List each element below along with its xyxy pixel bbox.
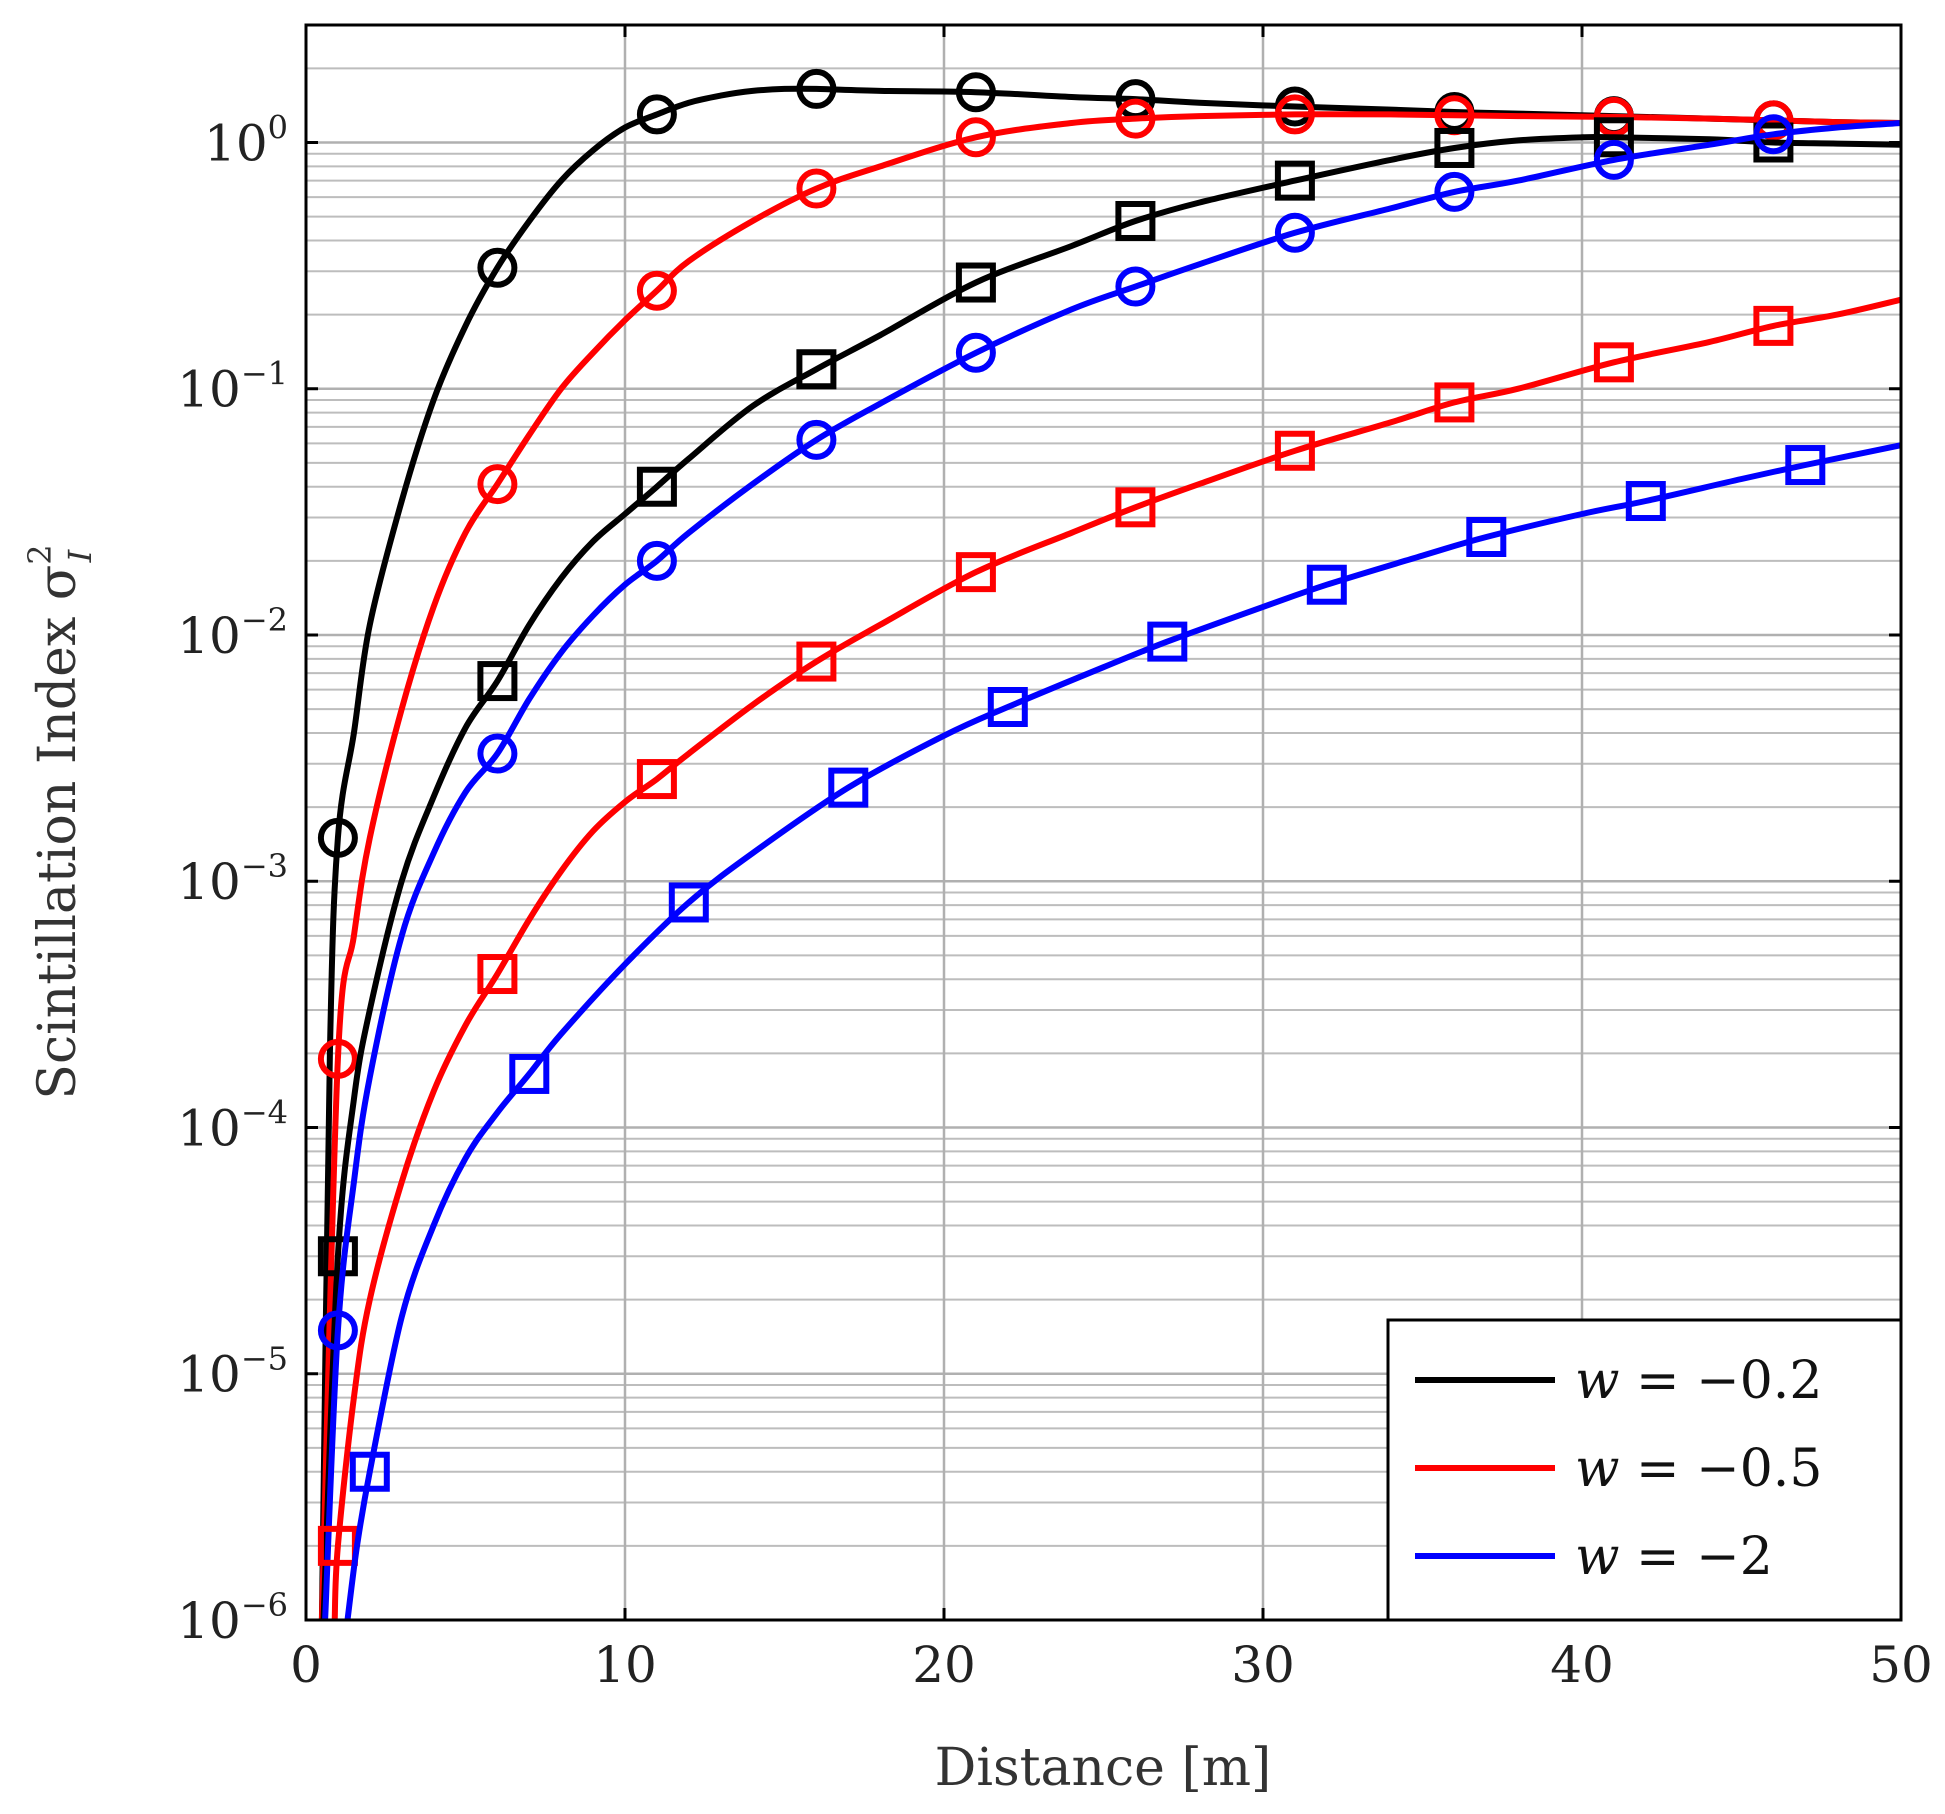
x-tick-label: 10: [593, 1636, 657, 1694]
y-axis-ticks: 100 10−1 10−2 10−3 10−4 10−5 10−6: [177, 108, 1901, 1650]
data-point-circle: [636, 270, 677, 311]
data-point-square: [1753, 305, 1794, 346]
x-tick-label: 20: [912, 1636, 976, 1694]
data-point-circle: [1753, 114, 1794, 155]
data-point-circle: [796, 68, 837, 109]
series-5: [317, 296, 1901, 1620]
data-point-square: [1434, 382, 1475, 423]
x-tick-label: 40: [1550, 1636, 1614, 1694]
series-line: [322, 120, 1901, 1620]
data-point-square: [1785, 445, 1826, 486]
data-point-circle: [955, 72, 996, 113]
data-point-circle: [636, 540, 677, 581]
data-point-square: [636, 759, 677, 800]
y-tick-label: 10−5: [177, 1340, 288, 1404]
legend: w = −0.2 w = −0.5 w = −2: [1386, 1318, 1903, 1622]
y-axis-label-text: Scintillation Index σ: [28, 565, 88, 1100]
data-point-square: [1274, 160, 1315, 201]
data-point-circle: [1753, 100, 1794, 141]
data-point-square: [636, 466, 677, 507]
x-tick-label: 30: [1231, 1636, 1295, 1694]
series-3: [317, 117, 1901, 1620]
data-point-circle: [477, 464, 518, 505]
series-line: [318, 111, 1901, 1620]
y-axis-label-sub: I: [61, 548, 99, 563]
series-4: [317, 114, 1901, 1620]
series-line: [344, 442, 1901, 1620]
legend-label: w = −0.2: [1575, 1351, 1822, 1411]
y-tick-label: 10−2: [177, 601, 288, 665]
data-point-square: [828, 767, 869, 808]
data-point-circle: [1593, 139, 1634, 180]
data-point-circle: [317, 1310, 358, 1351]
data-point-circle: [477, 733, 518, 774]
data-point-circle: [1115, 266, 1156, 307]
legend-label: w = −0.5: [1575, 1439, 1822, 1499]
data-point-square: [349, 1451, 390, 1492]
y-tick-label: 10−4: [177, 1093, 288, 1157]
x-axis-label: Distance [m]: [935, 1738, 1272, 1798]
data-point-square: [1434, 127, 1475, 168]
data-point-circle: [796, 419, 837, 460]
data-point-square: [796, 349, 837, 390]
data-point-square: [509, 1053, 550, 1094]
series-line: [331, 296, 1901, 1620]
data-point-square: [1147, 621, 1188, 662]
data-point-circle: [796, 168, 837, 209]
data-point-circle: [317, 817, 358, 858]
data-point-square: [1625, 481, 1666, 522]
data-point-circle: [477, 247, 518, 288]
data-point-square: [668, 882, 709, 923]
legend-label: w = −2: [1575, 1527, 1773, 1587]
data-point-square: [1115, 200, 1156, 241]
series-line: [320, 133, 1901, 1620]
data-point-square: [955, 262, 996, 303]
series-6: [344, 442, 1901, 1620]
data-point-circle: [955, 117, 996, 158]
data-point-square: [1593, 117, 1634, 158]
x-tick-label: 50: [1869, 1636, 1933, 1694]
data-point-circle: [955, 332, 996, 373]
data-point-square: [796, 641, 837, 682]
data-point-circle: [636, 94, 677, 135]
data-point-circle: [317, 1038, 358, 1079]
data-point-square: [477, 661, 518, 702]
data-point-square: [955, 552, 996, 593]
data-point-circle: [1593, 96, 1634, 137]
data-point-circle: [1115, 98, 1156, 139]
data-point-square: [317, 1236, 358, 1277]
data-point-square: [1306, 564, 1347, 605]
y-axis-label-sup: 2: [21, 544, 59, 564]
x-tick-label: 0: [290, 1636, 322, 1694]
data-point-square: [477, 954, 518, 995]
data-point-circle: [1274, 94, 1315, 135]
data-point-square: [987, 687, 1028, 728]
data-point-square: [1274, 430, 1315, 471]
y-tick-label: 100: [204, 108, 288, 172]
x-axis-ticks: 0 10 20 30 40 50: [290, 25, 1933, 1694]
y-tick-label: 10−6: [177, 1586, 288, 1650]
plot-frame: [304, 23, 1903, 1622]
series-line: [318, 85, 1901, 1620]
data-point-circle: [1274, 212, 1315, 253]
y-axis-label: Scintillation Index σ2I: [21, 544, 99, 1099]
data-point-square: [1115, 487, 1156, 528]
y-tick-label: 10−1: [177, 355, 288, 419]
data-point-square: [1466, 517, 1507, 558]
series-layer: [317, 68, 1901, 1620]
y-tick-label: 10−3: [177, 847, 288, 911]
data-point-square: [1593, 342, 1634, 383]
data-point-circle: [1434, 171, 1475, 212]
